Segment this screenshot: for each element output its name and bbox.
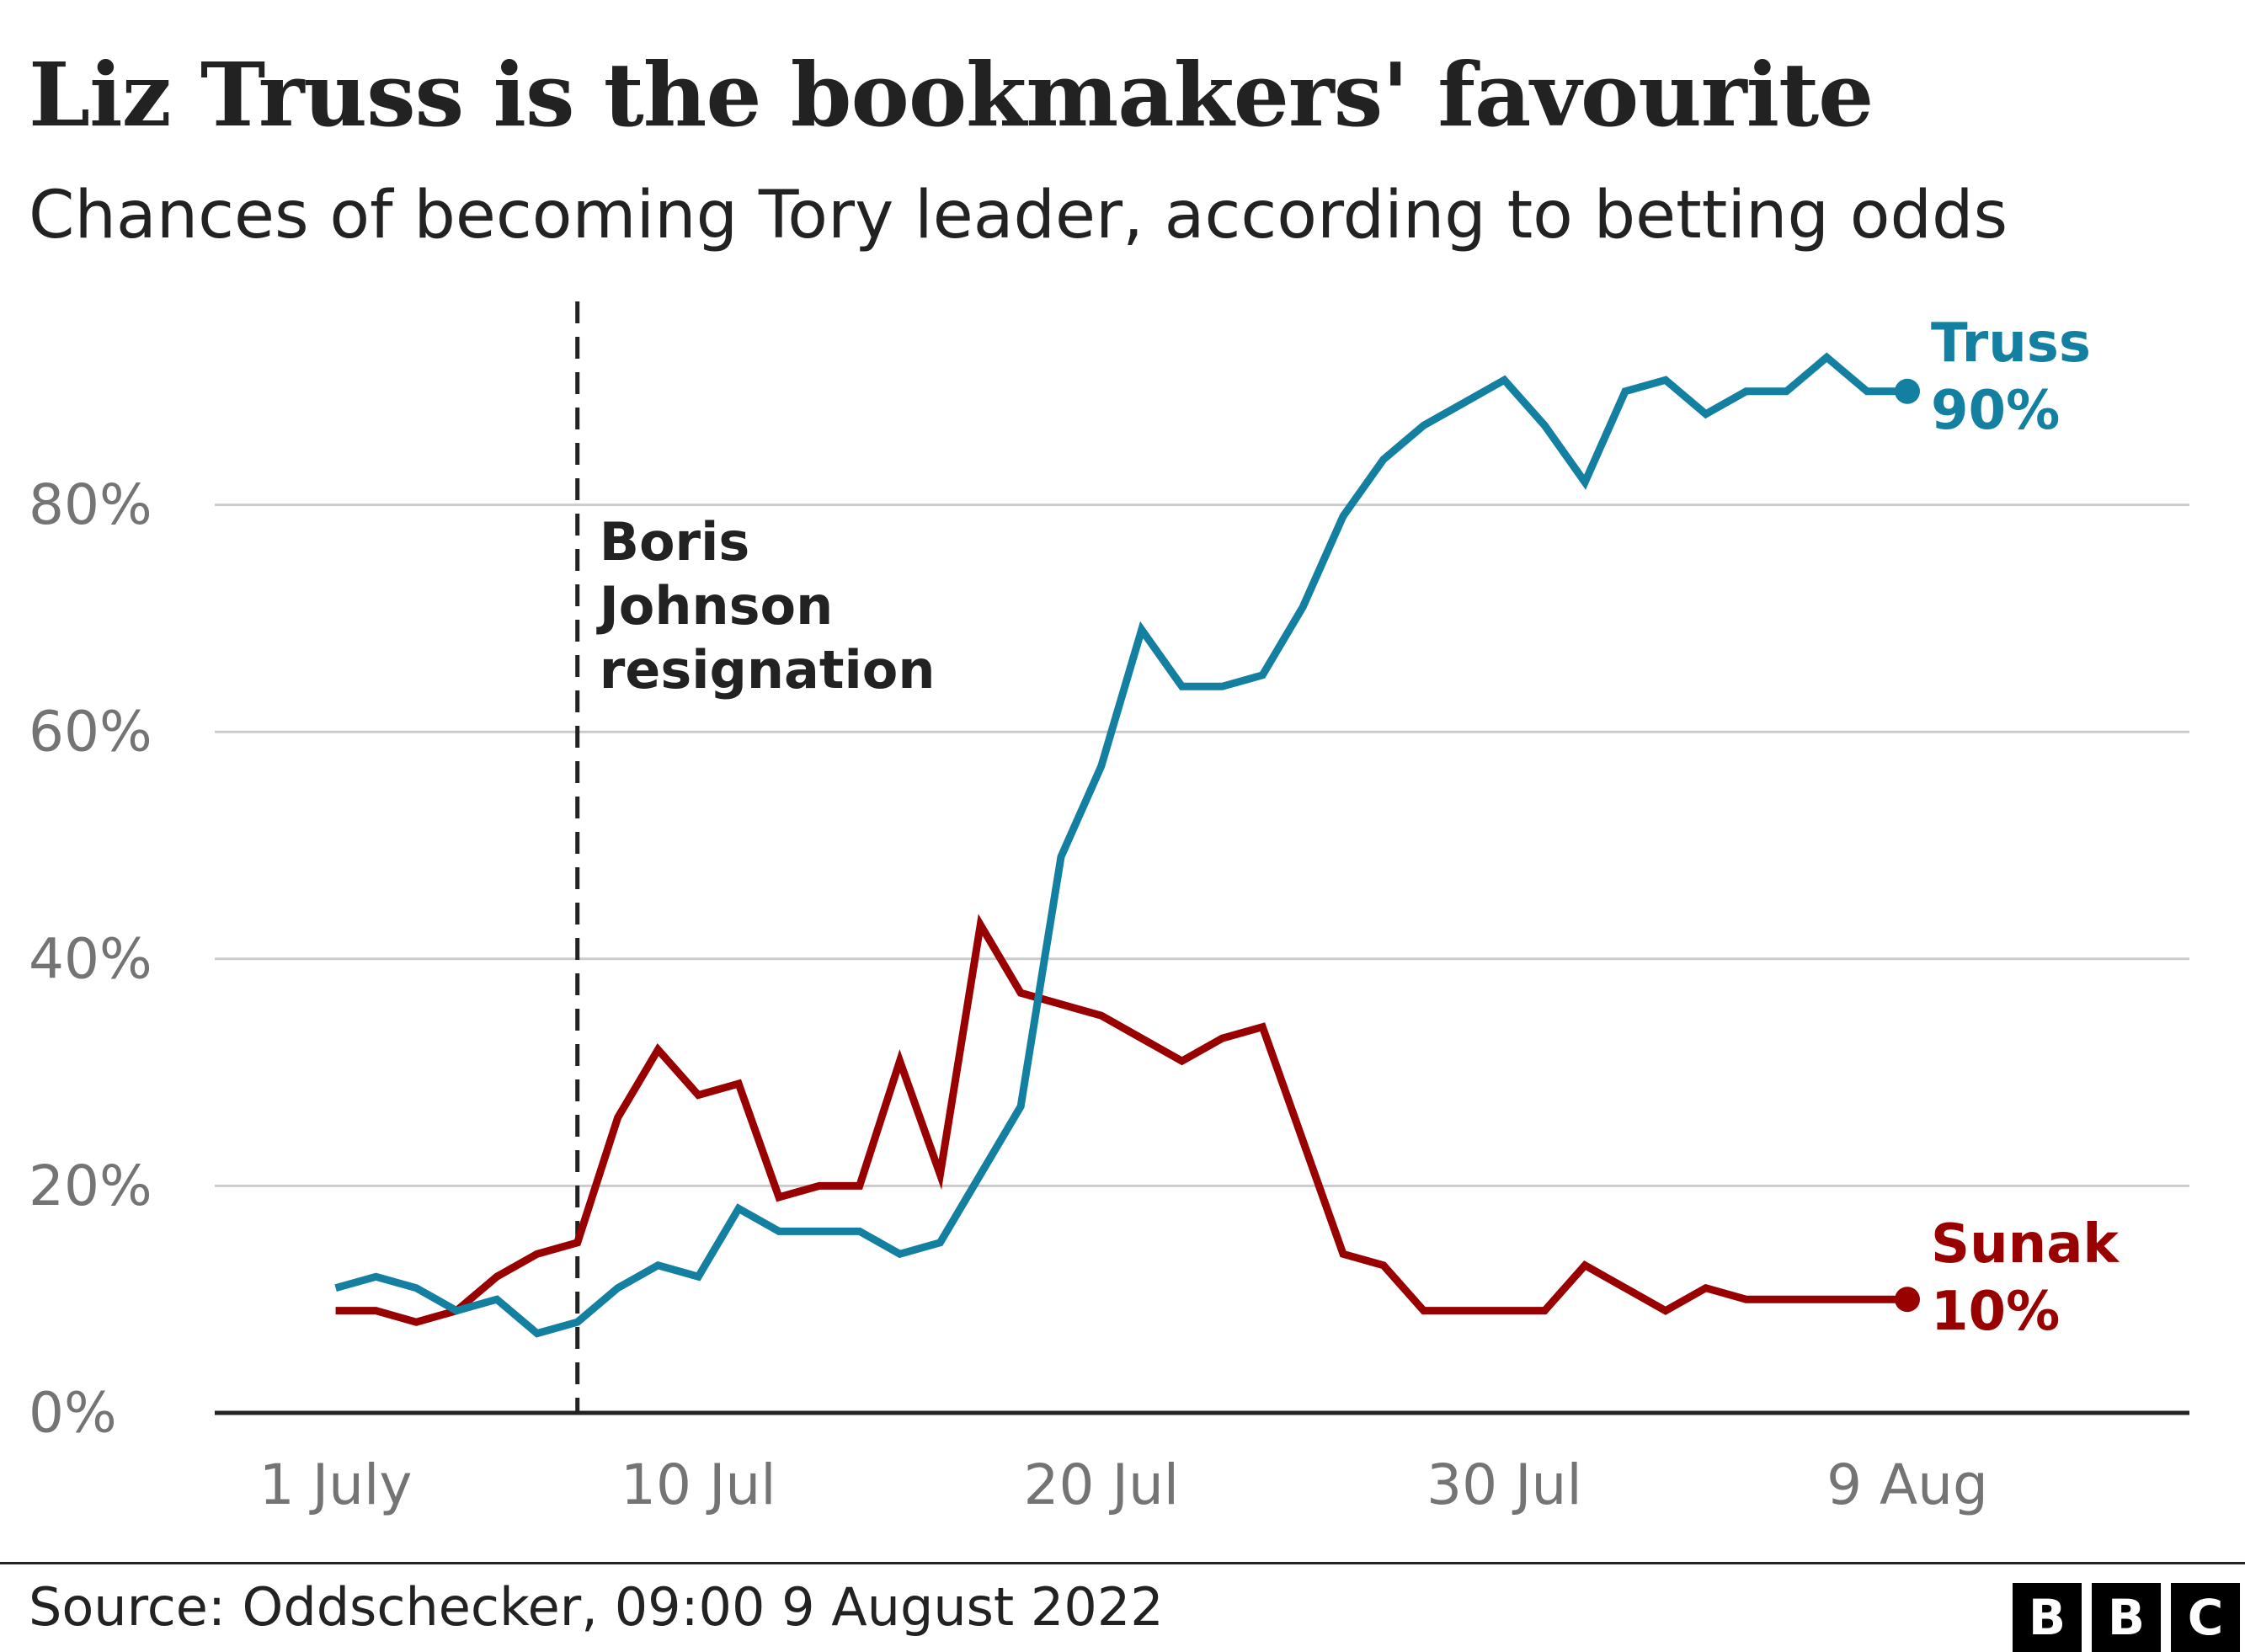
y-tick-label: 20%	[29, 1154, 152, 1218]
sunak-series-label: Sunak	[1931, 1213, 2120, 1276]
chart-subtitle: Chances of becoming Tory leader, accordi…	[29, 178, 2008, 253]
y-tick-label: 40%	[29, 926, 152, 991]
x-tick-label: 1 July	[259, 1452, 413, 1517]
truss-series-line	[334, 352, 1907, 1338]
x-tick-label: 10 Jul	[621, 1452, 776, 1517]
sunak-value-label: 10%	[1931, 1281, 2060, 1343]
source-note: Source: Oddschecker, 09:00 9 August 2022	[29, 1576, 1164, 1638]
sunak-series-line	[335, 914, 1907, 1326]
x-tick-label: 9 Aug	[1826, 1452, 1988, 1517]
x-tick-label: 20 Jul	[1024, 1452, 1180, 1517]
y-tick-label: 80%	[29, 472, 152, 537]
resignation-annotation-line: Johnson	[596, 575, 834, 637]
bbc-logo-block: B	[2092, 1583, 2161, 1652]
bbc-logo-block: C	[2171, 1583, 2240, 1652]
line-chart: Boris Johnson resignation 0% 20% 40% 60% 80% 1 …	[29, 301, 2189, 1517]
truss-series-label: Truss	[1931, 312, 2091, 375]
bbc-logo: B B C	[2013, 1583, 2240, 1652]
x-tick-label: 30 Jul	[1426, 1452, 1582, 1517]
resignation-annotation: Boris Johnson resignation	[596, 511, 936, 701]
bbc-logo-block: B	[2013, 1583, 2082, 1652]
footer-divider	[0, 1562, 2245, 1564]
y-tick-label: 0%	[29, 1381, 117, 1446]
resignation-annotation-line: Boris	[600, 511, 750, 573]
sunak-end-point	[1895, 1287, 1920, 1313]
y-tick-label: 60%	[29, 700, 152, 765]
truss-value-label: 90%	[1931, 380, 2060, 442]
chart-title: Liz Truss is the bookmakers' favourite	[29, 43, 1874, 147]
resignation-annotation-line: resignation	[600, 639, 936, 701]
truss-end-point	[1895, 378, 1920, 404]
